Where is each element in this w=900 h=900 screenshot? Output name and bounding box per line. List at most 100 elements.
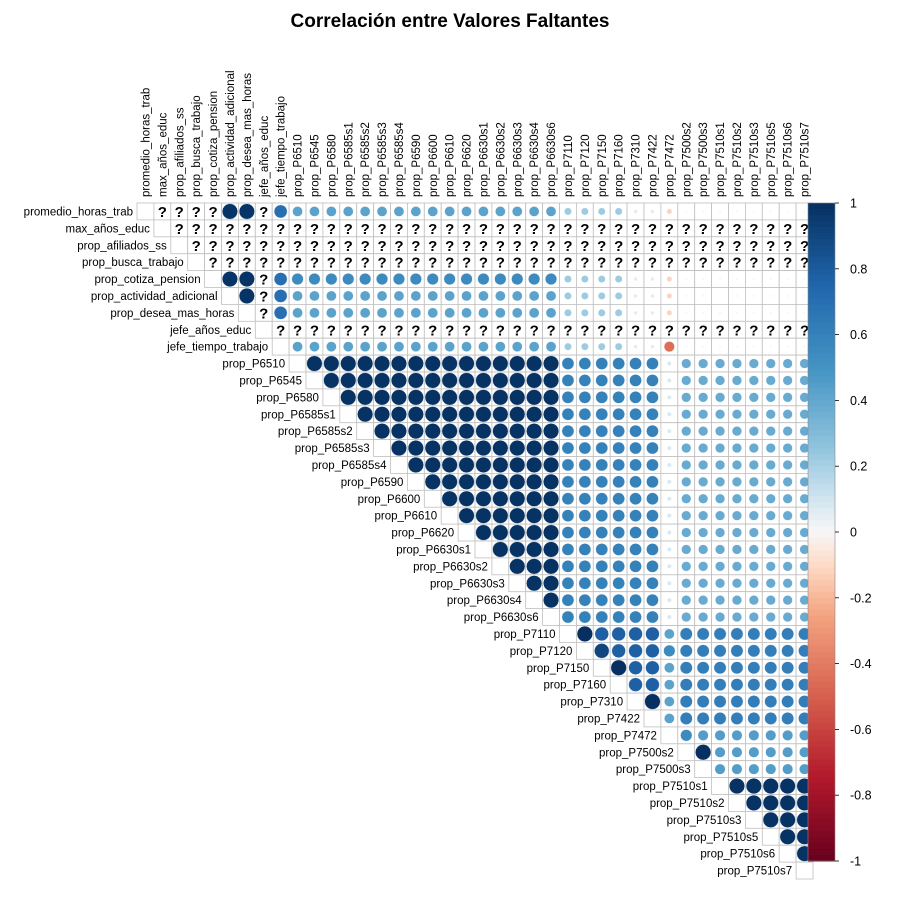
correlation-circle [679,712,693,725]
colorbar-segment [808,537,835,545]
colorbar-segment [808,328,835,336]
column-label: prop_desea_mas_horas [242,73,254,197]
correlation-circle [646,357,659,370]
matrix-cell [356,422,375,441]
colorbar-segment [808,436,835,443]
correlation-circle [664,628,675,640]
correlation-circle [781,661,795,675]
correlation-circle [715,544,726,555]
row-label: jefe_tiempo_trabajo [166,342,268,354]
correlation-circle [731,409,742,420]
na-marker: ? [631,221,640,238]
correlation-circle [681,409,692,420]
correlation-circle [681,375,692,386]
correlation-circle [731,527,742,538]
correlation-circle [612,407,625,421]
correlation-circle [509,355,526,372]
correlation-circle [730,627,744,641]
correlation-circle [782,595,793,606]
correlation-circle [633,209,638,214]
correlation-circle [681,493,692,504]
row-label: prop_P6585s1 [261,409,336,421]
correlation-circle [718,311,722,315]
correlation-circle [458,456,475,473]
colorbar-segment [808,747,835,754]
correlation-circle [424,473,441,490]
correlation-circle [509,507,526,524]
na-marker: ? [361,238,370,255]
na-marker: ? [225,238,234,255]
correlation-circle [561,509,575,522]
correlation-circle [681,459,692,470]
colorbar-segment [808,705,835,713]
na-marker: ? [377,221,386,238]
na-marker: ? [682,322,691,339]
correlation-circle [612,560,625,573]
correlation-circle [475,524,492,541]
correlation-circle [357,372,374,389]
correlation-circle [580,308,589,317]
column-label: prop_P7500s3 [698,122,710,197]
correlation-circle [633,293,638,299]
na-marker: ? [259,255,268,272]
correlation-circle [718,345,722,348]
correlation-circle [478,341,489,352]
correlation-circle [526,355,543,372]
correlation-circle [715,459,726,470]
correlation-circle [359,307,371,319]
na-marker: ? [580,322,589,339]
colorbar-segment [808,741,835,748]
column-label: prop_P7510s6 [783,122,795,197]
correlation-circle [681,544,692,555]
correlation-circle [612,357,625,370]
correlation-circle [650,344,655,349]
chart-title: Correlación entre Valores Faltantes [291,11,610,32]
column-label: prop_P6630s6 [546,122,558,197]
matrix-cell [795,861,814,880]
na-marker: ? [749,238,758,255]
correlation-circle [752,277,756,281]
na-marker: ? [242,238,251,255]
correlation-circle [426,273,439,286]
row-label: prop_P7160 [544,680,607,692]
correlation-circle [578,560,592,573]
correlation-circle [273,272,288,286]
na-marker: ? [344,238,353,255]
na-marker: ? [344,221,353,238]
correlation-circle [595,543,609,556]
colorbar-segment [808,795,835,802]
colorbar-tick-label: -0.8 [850,789,872,803]
row-label: prop_P6620 [391,528,454,540]
colorbar-segment [808,406,835,413]
correlation-circle [698,409,709,420]
correlation-circle [509,473,526,490]
row-label: prop_P7500s2 [599,747,674,759]
correlation-circle [731,763,743,775]
colorbar-segment [808,765,835,772]
na-marker: ? [411,255,420,272]
correlation-circle [629,475,642,489]
correlation-circle [752,294,756,298]
matrix-cell [288,354,307,373]
na-marker: ? [766,322,775,339]
correlation-circle [765,763,777,775]
correlation-circle [781,627,795,641]
colorbar-segment [808,424,835,431]
correlation-circle [782,375,793,386]
na-marker: ? [428,238,437,255]
colorbar-segment [808,615,835,623]
correlation-circle [646,610,659,624]
correlation-circle [578,458,592,472]
correlation-circle [747,661,761,675]
correlation-circle [730,695,744,708]
column-label: prop_P6585s4 [394,122,406,197]
correlation-circle [803,345,806,348]
correlation-circle [748,561,759,572]
correlation-circle [731,746,743,758]
correlation-circle [444,307,455,319]
na-marker: ? [766,221,775,238]
correlation-circle [407,456,424,473]
correlation-circle [409,273,422,286]
matrix-cell [626,692,645,711]
na-marker: ? [276,238,285,255]
